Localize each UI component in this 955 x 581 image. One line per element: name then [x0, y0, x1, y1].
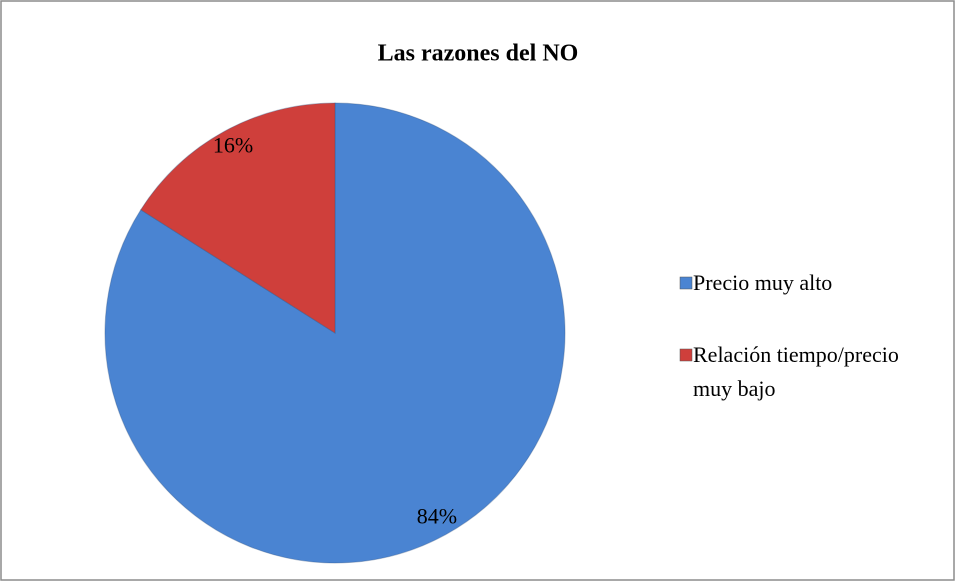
data-label: 16%: [213, 133, 253, 158]
legend-label: Relación tiempo/precio muy bajo: [693, 342, 899, 401]
legend-swatch: [679, 276, 693, 290]
data-label: 84%: [417, 503, 457, 528]
legend-swatch: [679, 348, 693, 362]
legend-label: Precio muy alto: [693, 270, 833, 295]
pie-slice: [104, 102, 566, 564]
pie-slice: [140, 102, 336, 334]
chart-title: Las razones del NO: [378, 41, 579, 67]
